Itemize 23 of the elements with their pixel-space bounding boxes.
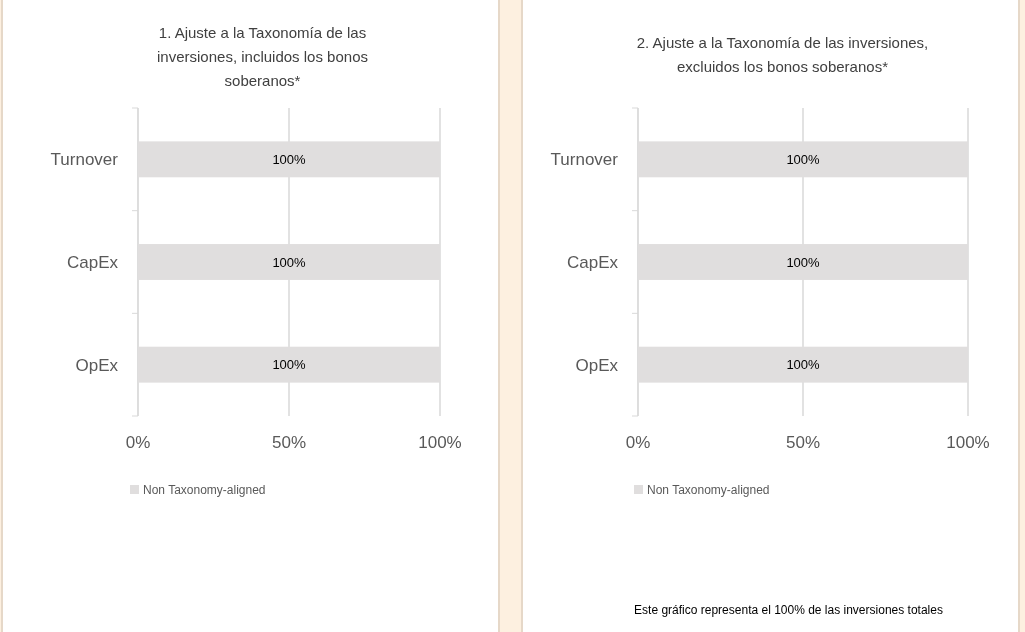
chart-title: 2. Ajuste a la Taxonomía de las inversiones, excluidos los bonos soberanos* — [636, 34, 929, 75]
data-label: 100% — [786, 254, 821, 270]
data-label: 100% — [272, 151, 307, 167]
x-tick-label: 100% — [946, 433, 990, 452]
text: Este gráfico representa el 100% de las inversiones totales — [634, 603, 943, 617]
y-tick-label: CapEx — [566, 252, 619, 272]
x-tick-label: 50% — [785, 433, 821, 452]
x-tick-label: 0% — [625, 433, 651, 452]
data-label: 100% — [786, 151, 821, 167]
y-tick-label: OpEx — [575, 355, 619, 375]
data-label: 100% — [272, 254, 307, 270]
legend-label: Non Taxonomy-aligned — [143, 483, 266, 498]
data-label: 100% — [272, 357, 307, 373]
y-tick-label: OpEx — [75, 355, 119, 375]
chart-title: 1. Ajuste a la Taxonomía de las inversiones, incluidos los bonos soberanos* — [157, 24, 368, 89]
data-label: 100% — [786, 357, 821, 373]
x-tick-label: 100% — [418, 433, 462, 452]
y-tick-label: CapEx — [66, 252, 119, 272]
y-tick-label: Turnover — [550, 150, 619, 170]
x-tick-label: 50% — [271, 433, 307, 452]
x-tick-label: 0% — [125, 433, 151, 452]
y-tick-label: Turnover — [50, 150, 119, 170]
legend-label: Non Taxonomy-aligned — [647, 483, 770, 498]
